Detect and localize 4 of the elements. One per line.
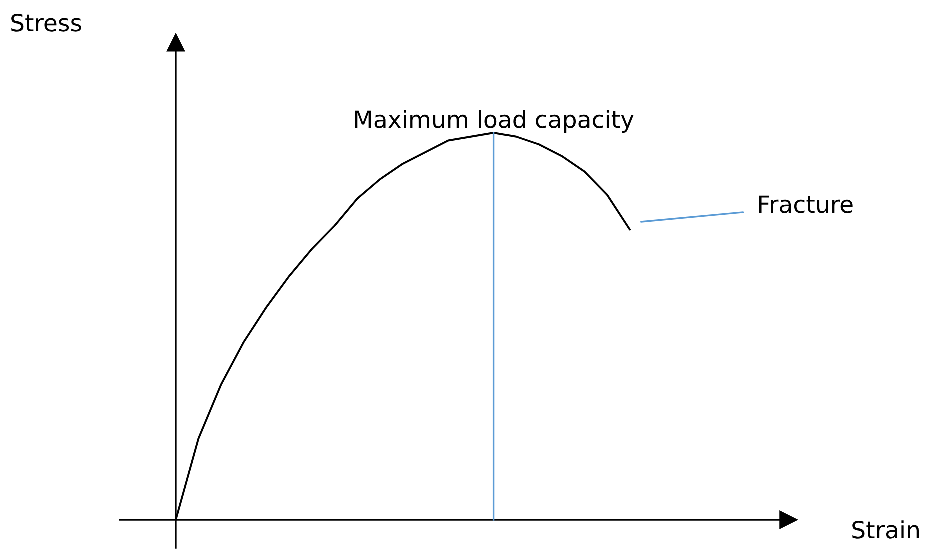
text: Strain — [852, 520, 919, 539]
text: Stress — [12, 14, 82, 32]
text: Fracture — [759, 196, 853, 214]
annotation: Maximum load capacity — [355, 110, 634, 133]
